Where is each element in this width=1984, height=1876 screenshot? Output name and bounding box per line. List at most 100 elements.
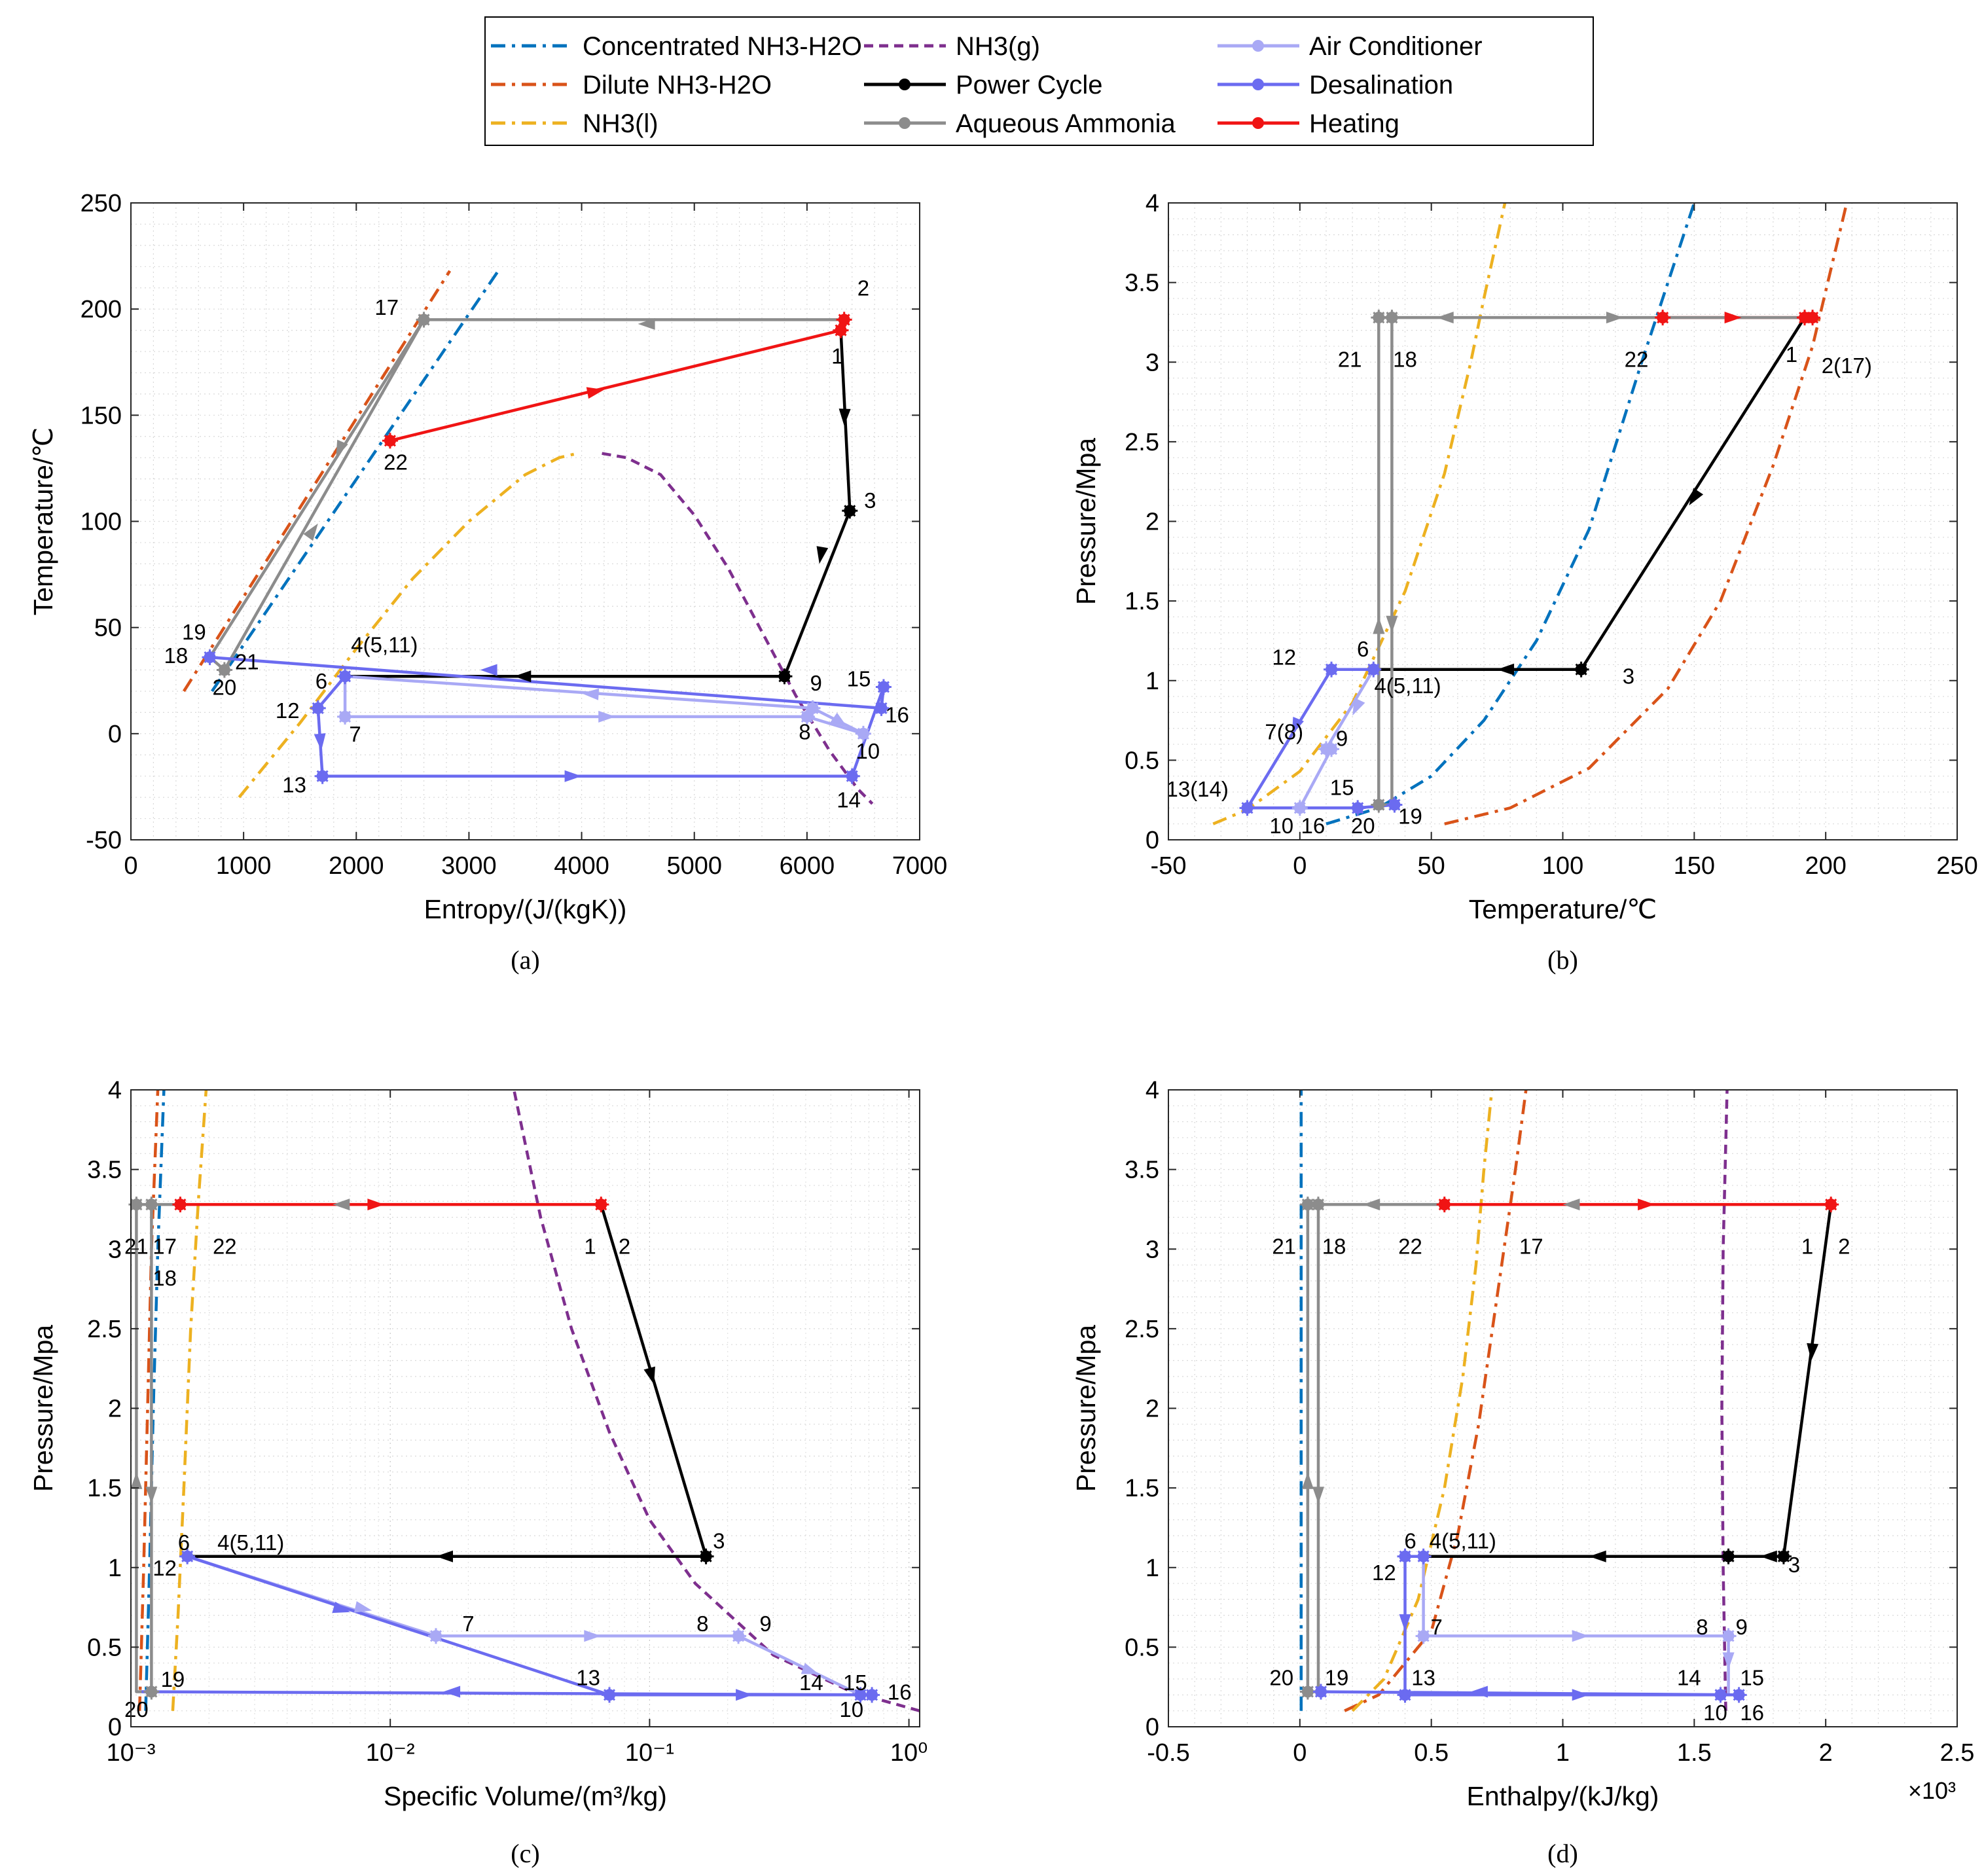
state-point-label: 20 (1351, 814, 1375, 838)
x-ticks: 10⁻³ 10⁻² 10⁻¹ 10⁰ (107, 1090, 928, 1767)
arrow-power (1589, 1550, 1606, 1562)
curves (182, 270, 874, 805)
arrow-aqua (145, 1487, 158, 1504)
arrow-aqua (1301, 1471, 1314, 1489)
arrow-ac (1352, 697, 1365, 716)
arrow-desal (480, 664, 497, 676)
arrows (1291, 312, 1742, 735)
marker-heat (382, 433, 398, 449)
state-point-label: 8 (696, 1612, 708, 1636)
state-point-label: 2 (619, 1234, 630, 1258)
markers (1239, 310, 1821, 816)
y-tick-label: 200 (81, 296, 122, 323)
y-tick-label: 4 (1145, 1077, 1159, 1104)
x-ticks: 0 1000 2000 3000 4000 5000 6000 7000 (124, 203, 947, 880)
state-point-label: 18 (1393, 347, 1417, 371)
marker-desal (337, 668, 353, 685)
legend-label: Heating (1309, 109, 1399, 138)
arrow-aqua (638, 317, 655, 330)
state-point-label: 10 (856, 739, 880, 763)
arrows (1301, 1199, 1819, 1701)
y-tick-label: 1.5 (1125, 1475, 1159, 1502)
markers (128, 1197, 880, 1703)
arrow-power (1807, 1343, 1819, 1361)
state-point-label: 16 (888, 1680, 912, 1704)
y-ticks: 0 0.5 1 1.5 2 2.5 3 3.5 4 (1125, 1077, 1957, 1741)
y-tick-label: 0 (108, 721, 122, 748)
state-point-label: 21 (235, 650, 259, 674)
arrow-heat (1724, 312, 1742, 324)
x-tick-label: -0.5 (1147, 1739, 1189, 1767)
state-point-label: 6 (1404, 1528, 1416, 1553)
state-point-label: 12 (276, 698, 300, 723)
arrow-desal (314, 733, 326, 751)
legend-item: Concentrated NH3-H2O (491, 32, 862, 61)
arrow-desal (443, 1686, 461, 1698)
x-axis-label: Enthalpy/(kJ/kg) (1467, 1781, 1659, 1811)
panel-caption: (b) (1547, 945, 1578, 975)
state-point-label: 13 (1411, 1666, 1435, 1690)
marker-star (1573, 661, 1589, 677)
arrow-aqua (1373, 617, 1385, 634)
marker-star (1324, 661, 1340, 677)
arrow-desal (564, 770, 582, 782)
legend-marker (1252, 79, 1264, 90)
marker-star (1720, 1548, 1737, 1564)
marker-desal (1365, 661, 1382, 677)
state-point-label: 4(5,11) (1374, 674, 1441, 698)
marker-ac (1291, 800, 1308, 816)
state-point-label: 3 (713, 1528, 725, 1553)
legend: Concentrated NH3-H2O Dilute NH3-H2O NH3(l)… (484, 16, 1594, 146)
arrow-aqua (130, 1471, 143, 1489)
y-tick-label: 2.5 (87, 1316, 122, 1343)
marker-star (1371, 797, 1387, 813)
state-point-label: 10 (839, 1697, 863, 1722)
y-ticks: 0 0.5 1 1.5 2 2.5 3 3.5 4 (1125, 190, 1957, 854)
marker-star (1310, 1197, 1326, 1213)
marker-heat (593, 1197, 609, 1213)
x-tick-label: 250 (1936, 852, 1977, 880)
marker-ac (337, 708, 353, 725)
state-point-label: 13(14) (1166, 777, 1228, 801)
arrow-aqua (1562, 1199, 1580, 1211)
marker-aqua (1384, 310, 1400, 326)
state-point-label: 2 (857, 276, 869, 300)
arrow-ac (1722, 1652, 1735, 1670)
state-point-label: 3 (1623, 664, 1634, 688)
marker-ac (427, 1628, 444, 1644)
arrow-desal (1399, 1614, 1411, 1632)
marker-star (1365, 661, 1382, 677)
marker-aqua (1371, 310, 1387, 326)
state-point-label: 22 (1398, 1234, 1422, 1258)
marker-ac (855, 725, 871, 742)
legend-label: NH3(g) (956, 32, 1040, 61)
legend-marker (899, 117, 911, 129)
marker-desal (1239, 800, 1255, 816)
state-point-label: 22 (213, 1234, 237, 1258)
marker-star (143, 1684, 160, 1700)
arrow-ac (584, 1630, 602, 1642)
x-tick-label: 50 (1418, 852, 1445, 880)
marker-ac (799, 708, 815, 725)
marker-star (602, 1687, 618, 1703)
marker-star (842, 503, 858, 519)
y-tick-label: 3 (108, 1236, 122, 1263)
state-point-label: 7 (462, 1612, 474, 1636)
state-point-label: 3 (1788, 1553, 1800, 1577)
marker-star (1775, 1548, 1792, 1564)
marker-aqua (416, 312, 432, 328)
legend-label: Concentrated NH3-H2O (583, 32, 862, 61)
state-point-label: 12 (1272, 645, 1296, 669)
x-tick-label: -50 (1151, 852, 1187, 880)
marker-star (427, 1628, 444, 1644)
y-axis-label: Temperature/℃ (28, 427, 58, 616)
marker-desal (1397, 1548, 1413, 1564)
state-point-label: 7 (1431, 1615, 1443, 1639)
state-point-label: 1 (1801, 1234, 1813, 1258)
marker-star (1415, 1548, 1432, 1564)
arrow-power (1689, 488, 1704, 506)
arrow-aqua (1363, 1199, 1380, 1211)
marker-star (730, 1628, 747, 1644)
x-tick-label: 1000 (216, 852, 272, 880)
